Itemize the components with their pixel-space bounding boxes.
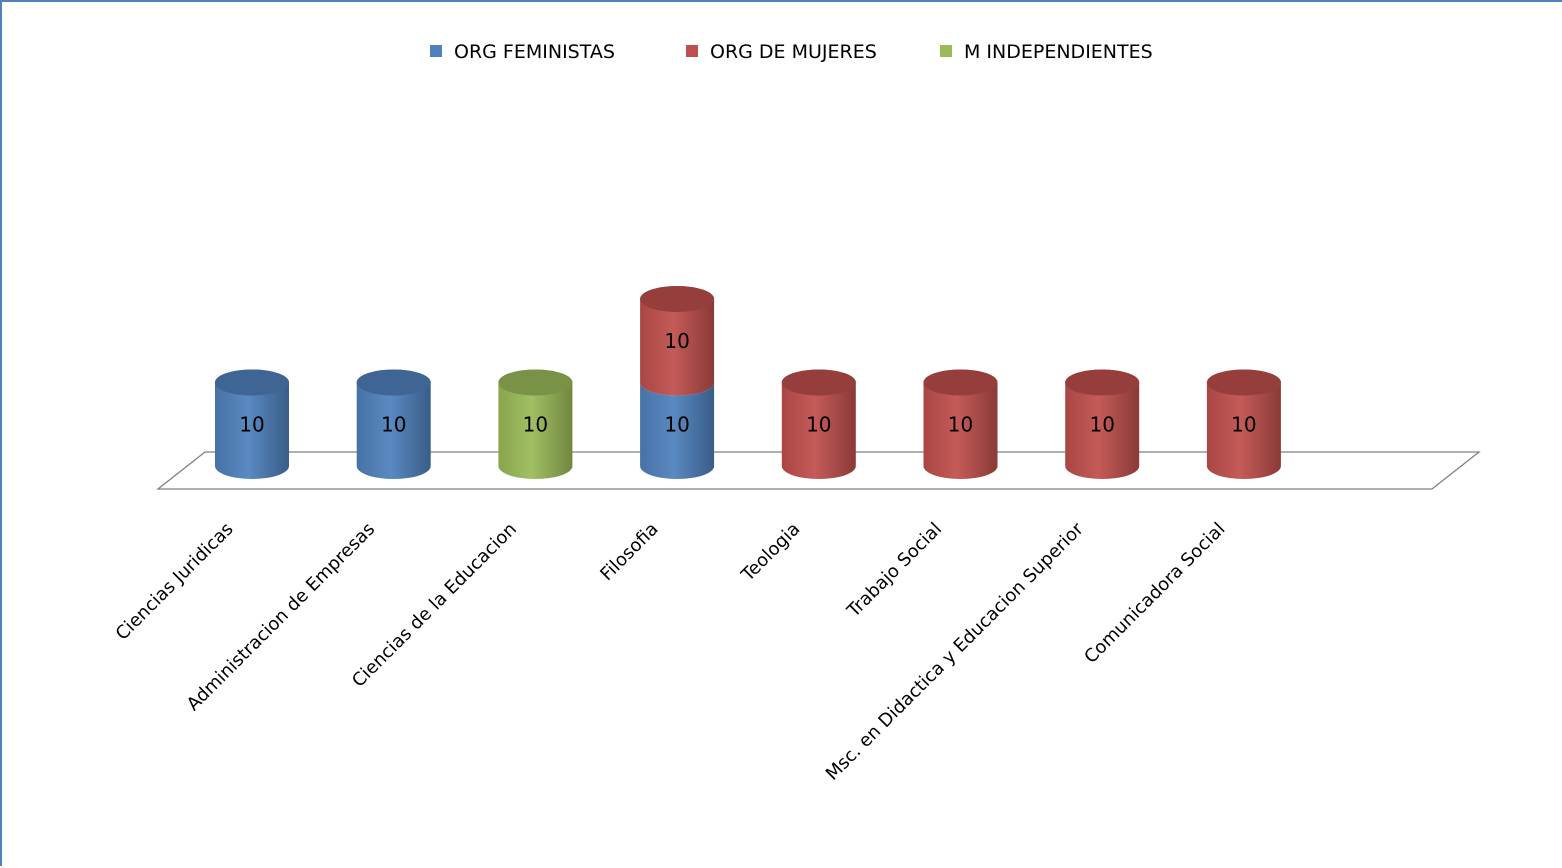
bar-body bbox=[640, 286, 715, 396]
x-tick-label-ciencias-de-la-educacion: Ciencias de la Educacion bbox=[348, 519, 521, 692]
data-label: 10 bbox=[664, 412, 689, 436]
bar-top-cap bbox=[215, 369, 289, 396]
bar-body bbox=[781, 369, 856, 480]
bar-group-msc-en-didactica-y-educacion-superior: 10 bbox=[1065, 369, 1140, 480]
bar-top-cap bbox=[1206, 369, 1281, 396]
x-tick-label-teologia: Teologia bbox=[737, 519, 805, 587]
bar-group-ciencias-de-la-educacion: 10 bbox=[498, 369, 573, 479]
data-label: 10 bbox=[948, 412, 973, 436]
bar-body bbox=[640, 382, 715, 480]
bar-top-cap bbox=[640, 286, 715, 312]
legend-swatch bbox=[940, 45, 952, 57]
x-tick-label-ciencias-juridicas: Ciencias Juridicas bbox=[112, 519, 238, 645]
data-label: 10 bbox=[1231, 412, 1256, 436]
bar-body bbox=[498, 369, 573, 479]
data-label: 10 bbox=[1089, 412, 1114, 436]
legend: ORG FEMINISTAS ORG DE MUJERES M INDEPENDIE… bbox=[430, 41, 1153, 63]
x-tick-label-filosofia: Filosofia bbox=[596, 519, 662, 585]
bar-comunicadora-social-org-de-mujeres: 10 bbox=[1206, 369, 1281, 480]
bar-teologia-org-de-mujeres: 10 bbox=[781, 369, 856, 480]
bar-filosofia-org-feministas: 10 bbox=[640, 382, 715, 480]
data-label: 10 bbox=[664, 329, 689, 353]
x-tick-label-msc-en-didactica-y-educacion-superior: Msc. en Didactica y Educacion Superior bbox=[822, 518, 1088, 784]
bar-group-trabajo-social: 10 bbox=[923, 369, 998, 480]
bar-top-cap bbox=[356, 369, 431, 396]
bar-group-administracion-de-empresas: 10 bbox=[356, 369, 431, 480]
bar-group-ciencias-juridicas: 10 bbox=[215, 369, 289, 479]
data-label: 10 bbox=[381, 412, 406, 436]
bar-body bbox=[1206, 369, 1281, 480]
x-tick-label-trabajo-social: Trabajo Social bbox=[843, 519, 946, 622]
legend-label: M INDEPENDIENTES bbox=[964, 41, 1153, 63]
legend-item-m-independientes: M INDEPENDIENTES bbox=[940, 41, 1153, 63]
x-tick-label-comunicadora-social: Comunicadora Social bbox=[1080, 519, 1229, 668]
legend-label: ORG FEMINISTAS bbox=[454, 41, 615, 63]
bar-group-filosofia: 10 10 bbox=[640, 286, 715, 480]
legend-label: ORG DE MUJERES bbox=[710, 41, 877, 63]
data-label: 10 bbox=[806, 412, 831, 436]
bar-trabajo-social-org-de-mujeres: 10 bbox=[923, 369, 998, 480]
bar-group-teologia: 10 bbox=[781, 369, 856, 480]
bar-top-cap bbox=[498, 369, 573, 396]
bar-body bbox=[1065, 369, 1140, 480]
bar-administracion-de-empresas-org-feministas: 10 bbox=[356, 369, 431, 480]
data-label: 10 bbox=[523, 412, 548, 436]
legend-item-org-de-mujeres: ORG DE MUJERES bbox=[686, 41, 877, 63]
bar-ciencias-de-la-educacion-m-independientes: 10 bbox=[498, 369, 573, 479]
bar-top-cap bbox=[1065, 369, 1140, 396]
bar-group-comunicadora-social: 10 bbox=[1206, 369, 1281, 480]
bar-body bbox=[215, 369, 289, 479]
bar-top-cap bbox=[923, 369, 998, 396]
legend-item-org-feministas: ORG FEMINISTAS bbox=[430, 41, 615, 63]
bar-msc-en-didactica-y-educacion-superior-org-de-mujeres: 10 bbox=[1065, 369, 1140, 480]
bar-top-cap bbox=[781, 369, 856, 396]
bar-body bbox=[923, 369, 998, 480]
data-label: 10 bbox=[239, 412, 264, 436]
bar-filosofia-org-de-mujeres: 10 bbox=[640, 286, 715, 396]
legend-swatch bbox=[686, 45, 698, 57]
bar-body bbox=[356, 369, 431, 480]
bars: 10 10 10 10 10 10 10 10 10 bbox=[215, 286, 1281, 480]
bar-ciencias-juridicas-org-feministas: 10 bbox=[215, 369, 289, 479]
legend-swatch bbox=[430, 45, 442, 57]
